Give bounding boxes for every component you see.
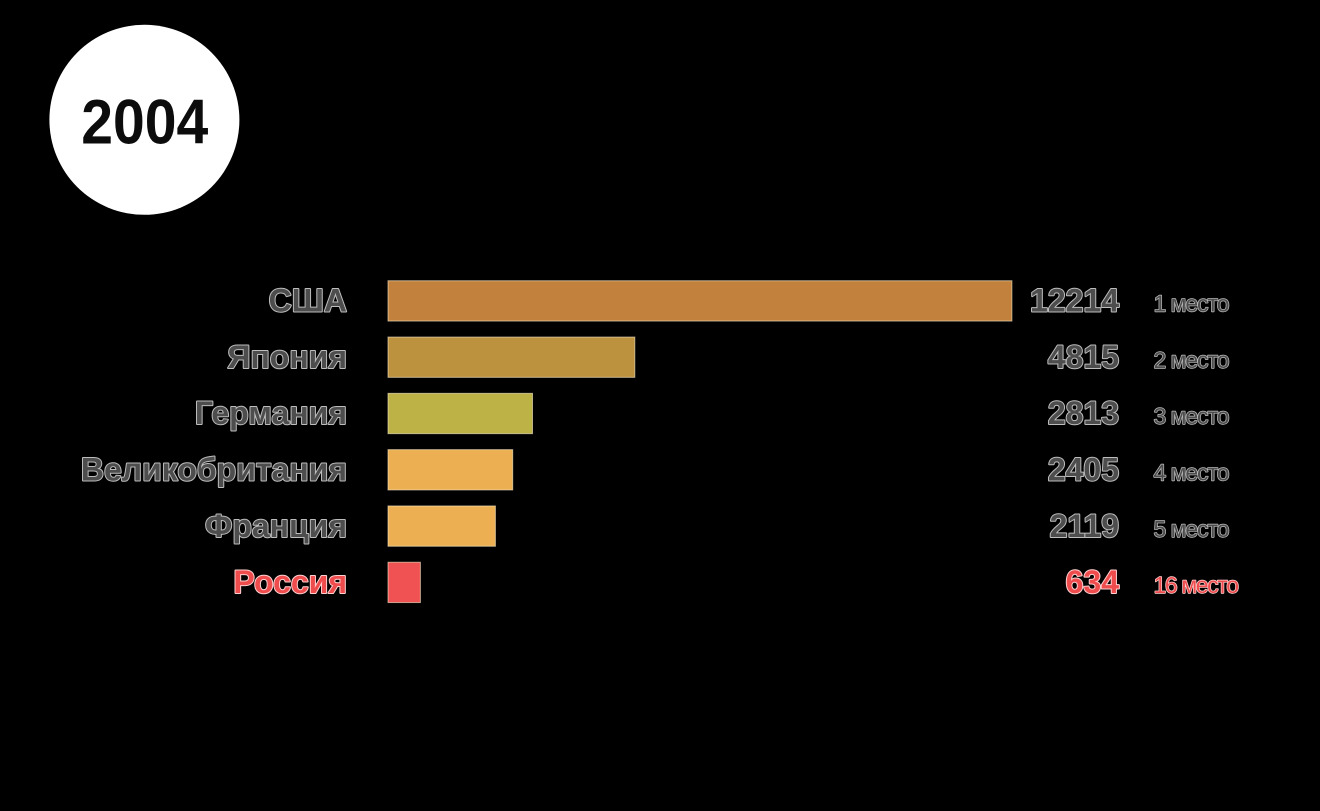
- svg-text:Германия: Германия: [195, 395, 347, 431]
- svg-text:5 место: 5 место: [1154, 516, 1230, 542]
- svg-text:1 место: 1 место: [1154, 291, 1230, 317]
- svg-text:Россия: Россия: [233, 564, 347, 600]
- svg-text:2405: 2405: [1048, 452, 1119, 488]
- svg-text:США: США: [269, 283, 347, 319]
- svg-text:12214: 12214: [1030, 283, 1119, 319]
- svg-text:16 место: 16 место: [1154, 572, 1240, 598]
- svg-text:Франция: Франция: [205, 508, 347, 544]
- svg-text:Великобритания: Великобритания: [81, 452, 347, 488]
- svg-text:2 место: 2 место: [1154, 347, 1230, 373]
- svg-text:Япония: Япония: [227, 339, 347, 375]
- svg-text:3 место: 3 место: [1154, 403, 1230, 429]
- svg-text:4815: 4815: [1048, 339, 1119, 375]
- svg-text:2119: 2119: [1050, 508, 1119, 544]
- svg-text:4 место: 4 место: [1154, 460, 1230, 486]
- svg-text:2004: 2004: [81, 87, 208, 157]
- svg-text:634: 634: [1066, 564, 1120, 600]
- svg-text:2813: 2813: [1048, 395, 1119, 431]
